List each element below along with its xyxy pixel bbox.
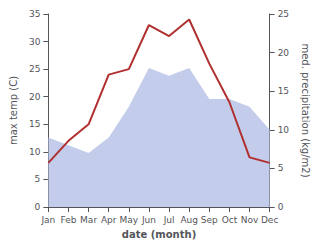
svg-text:May: May (120, 215, 139, 225)
svg-text:Feb: Feb (61, 215, 77, 225)
svg-text:30: 30 (29, 37, 41, 47)
svg-text:Mar: Mar (80, 215, 97, 225)
svg-text:15: 15 (278, 86, 289, 96)
svg-text:20: 20 (29, 92, 41, 102)
svg-text:25: 25 (278, 9, 289, 19)
svg-text:10: 10 (29, 147, 41, 157)
svg-text:20: 20 (278, 48, 290, 58)
svg-text:35: 35 (29, 9, 40, 19)
svg-text:15: 15 (29, 119, 40, 129)
svg-text:Sep: Sep (201, 215, 218, 225)
svg-text:25: 25 (29, 64, 40, 74)
svg-text:5: 5 (278, 163, 284, 173)
svg-text:Oct: Oct (222, 215, 238, 225)
svg-text:0: 0 (278, 202, 284, 212)
svg-text:med. precipitation (kg/m2): med. precipitation (kg/m2) (300, 43, 311, 177)
svg-text:Jun: Jun (141, 215, 156, 225)
svg-text:Jul: Jul (163, 215, 175, 225)
svg-text:Dec: Dec (261, 215, 278, 225)
svg-text:5: 5 (35, 174, 41, 184)
svg-text:Aug: Aug (180, 215, 198, 225)
svg-text:0: 0 (35, 202, 41, 212)
svg-text:Jan: Jan (40, 215, 55, 225)
svg-text:max temp (C): max temp (C) (8, 76, 19, 145)
svg-text:Apr: Apr (101, 215, 117, 225)
svg-text:date (month): date (month) (122, 229, 196, 240)
svg-text:10: 10 (278, 125, 290, 135)
svg-text:Nov: Nov (241, 215, 259, 225)
